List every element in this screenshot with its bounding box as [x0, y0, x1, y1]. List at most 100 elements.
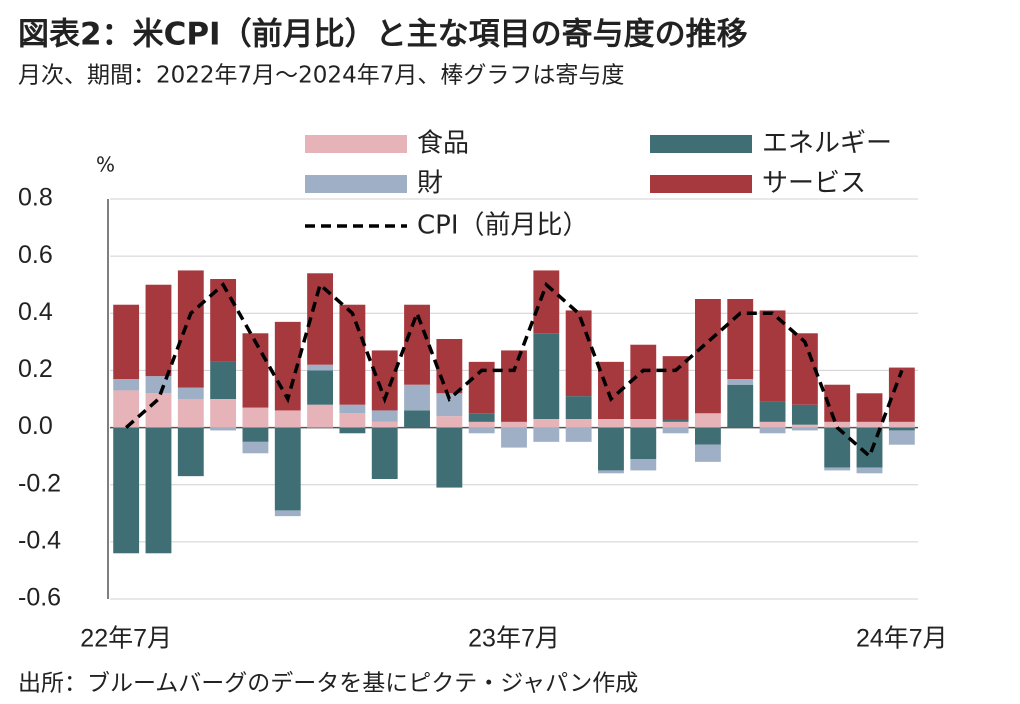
bar-segment: [177, 387, 204, 399]
y-tick-label: -0.4: [18, 526, 61, 554]
legend-swatch: [305, 175, 407, 193]
bar-segment: [791, 427, 818, 431]
bar-segment: [242, 407, 269, 428]
bar-segment: [274, 510, 301, 517]
bar-segment: [242, 441, 269, 454]
y-tick-label: -0.6: [18, 584, 61, 612]
legend-label: 財: [417, 169, 443, 199]
bar-segment: [404, 410, 430, 428]
bar-segment: [630, 459, 657, 471]
y-tick-label: 0.2: [18, 355, 53, 383]
y-tick-label: -0.2: [18, 469, 61, 497]
bar-segment: [662, 421, 689, 428]
bar-segment: [242, 427, 269, 442]
bar-segment: [468, 413, 495, 422]
bar-segment: [694, 427, 721, 445]
legend-swatch: [305, 135, 407, 153]
bar-segment: [759, 421, 786, 428]
y-tick-label: 0.8: [18, 184, 53, 212]
bar-segment: [565, 310, 592, 397]
bar-segment: [565, 396, 592, 419]
bar-segment: [145, 427, 172, 554]
x-tick-label: 22年7月: [80, 625, 172, 653]
y-tick-label: 0.0: [18, 412, 53, 440]
bar-segment: [210, 427, 237, 431]
bar-segment: [371, 421, 398, 428]
bar-segment: [824, 427, 851, 468]
bar-segment: [759, 310, 786, 402]
legend-label: サービス: [762, 169, 866, 199]
bar-segment: [888, 367, 915, 422]
x-tick-label: 23年7月: [468, 625, 560, 653]
bar-segment: [662, 419, 689, 422]
bar-segment: [856, 393, 883, 422]
bar-segment: [307, 404, 334, 428]
bar-segment: [145, 376, 172, 394]
bar-segment: [630, 344, 657, 419]
bar-segment: [177, 427, 204, 477]
bar-segment: [274, 427, 301, 511]
bar-segment: [694, 299, 721, 414]
bar-segment: [533, 427, 560, 442]
bar-segment: [145, 393, 172, 428]
source: 出所：ブルームバーグのデータを基にピクテ・ジャパン作成: [18, 671, 638, 697]
legend-label: エネルギー: [762, 129, 892, 159]
bar-segment: [371, 427, 398, 479]
y-axis-label: %: [96, 153, 115, 177]
chart-subtitle: 月次、期間：2022年7月～2024年7月、棒グラフは寄与度: [18, 63, 624, 89]
x-tick-label: 24年7月: [856, 625, 948, 653]
bar-segment: [501, 421, 527, 428]
bar-segment: [662, 356, 689, 419]
bar-segment: [274, 410, 301, 428]
legend-swatch: [650, 135, 752, 153]
bar-segment: [824, 467, 851, 471]
bar-segment: [307, 364, 334, 371]
bar-segment: [598, 427, 624, 471]
bar-segment: [759, 401, 786, 422]
bar-segment: [533, 270, 560, 334]
bar-segment: [759, 427, 786, 434]
bar-segment: [630, 419, 657, 428]
bar-segment: [565, 419, 592, 428]
bar-segment: [533, 419, 560, 428]
bar-segment: [694, 413, 721, 428]
bar-segment: [501, 350, 527, 422]
bar-segment: [662, 427, 689, 434]
legend-label: CPI（前月比）: [417, 211, 589, 241]
bar-segment: [888, 421, 915, 428]
bar-segment: [307, 370, 334, 405]
bar-segment: [533, 333, 560, 419]
bar-segment: [436, 427, 463, 488]
bar-segment: [404, 384, 430, 411]
bar-segment: [565, 427, 592, 442]
bar-segment: [888, 430, 915, 445]
bar-segment: [598, 470, 624, 474]
legend-label: 食品: [417, 129, 469, 159]
bar-segment: [339, 413, 366, 428]
bar-segment: [791, 404, 818, 425]
bar-segment: [727, 299, 754, 379]
bar-segment: [468, 427, 495, 434]
bar-segment: [371, 410, 398, 422]
chart-title: 図表2：米CPI（前月比）と主な項目の寄与度の推移: [18, 17, 748, 53]
bar-segment: [113, 379, 140, 391]
bar-segment: [888, 427, 915, 431]
bar-segment: [177, 270, 204, 388]
bar-segment: [339, 427, 366, 434]
bar-segment: [436, 416, 463, 428]
bar-segment: [113, 304, 140, 379]
bar-segment: [824, 421, 851, 428]
bar-segment: [210, 361, 237, 399]
bar-segment: [791, 424, 818, 428]
bar-segment: [113, 390, 140, 428]
bar-segment: [727, 379, 754, 385]
y-tick-label: 0.6: [18, 241, 53, 269]
bar-segment: [145, 284, 172, 377]
bar-segment: [242, 333, 269, 408]
bar-segment: [339, 304, 366, 405]
y-tick-label: 0.4: [18, 298, 53, 326]
bar-segment: [727, 384, 754, 428]
bar-segment: [210, 399, 237, 428]
bar-segment: [694, 444, 721, 462]
